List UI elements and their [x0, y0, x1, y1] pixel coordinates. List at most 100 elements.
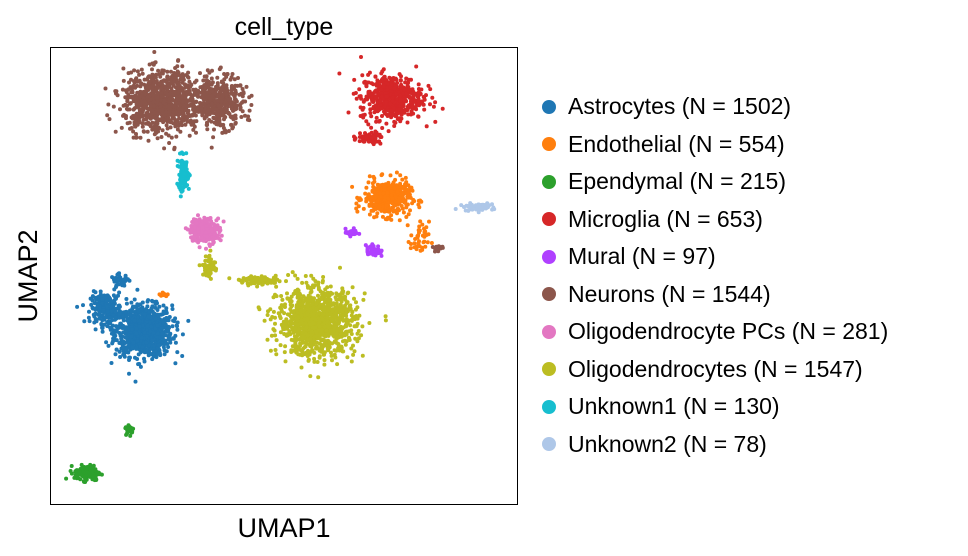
cell-point [212, 236, 217, 241]
cell-point [100, 318, 105, 323]
cell-point [397, 116, 402, 121]
cell-point [351, 343, 355, 348]
cell-point [184, 73, 189, 77]
cell-point [352, 324, 357, 329]
cell-point [176, 123, 181, 128]
cell-point [311, 285, 316, 290]
cell-point [167, 141, 172, 145]
cell-point [288, 307, 293, 312]
cell-point [116, 306, 121, 311]
cell-point [165, 292, 170, 297]
cell-point [191, 122, 196, 127]
cell-point [189, 82, 194, 87]
cell-point [364, 185, 369, 190]
cell-point [274, 284, 279, 289]
cell-point [124, 309, 128, 314]
cell-point [127, 371, 131, 376]
cell-point [395, 81, 400, 85]
cell-point [148, 103, 153, 108]
cell-point [358, 131, 362, 136]
cell-point [129, 115, 134, 120]
cell-point [416, 241, 421, 246]
cell-point [390, 201, 395, 206]
cell-point [423, 229, 428, 234]
cell-point [429, 241, 434, 245]
cell-point [321, 275, 326, 279]
cell-point [214, 218, 219, 223]
cell-point [134, 132, 138, 136]
cell-point [389, 193, 394, 197]
cell-point [236, 76, 240, 80]
cell-point [96, 294, 101, 299]
cell-point [369, 249, 374, 254]
cell-point [114, 347, 119, 352]
cell-point [327, 293, 332, 298]
cell-point [150, 338, 155, 343]
cell-point [367, 245, 372, 250]
cell-point [348, 303, 353, 308]
cell-point [348, 229, 353, 234]
cell-point [417, 224, 422, 229]
cell-point [108, 321, 113, 326]
cell-point [166, 83, 171, 87]
cell-point [235, 83, 240, 88]
cell-point [84, 473, 89, 477]
cell-point [175, 119, 180, 124]
cell-point [110, 341, 115, 346]
cell-point [404, 76, 409, 81]
cell-point [354, 300, 358, 305]
cell-point [397, 199, 401, 203]
cell-point [308, 374, 313, 379]
cell-point [408, 246, 413, 251]
cell-point [390, 196, 395, 201]
cell-point [346, 335, 351, 340]
cell-point [124, 335, 129, 340]
cell-point [86, 315, 91, 320]
cell-point [112, 333, 116, 338]
cell-point [416, 114, 421, 119]
cell-point [159, 81, 164, 86]
cell-point [389, 189, 394, 194]
cell-point [310, 348, 315, 352]
cell-point [421, 240, 426, 245]
cell-point [194, 130, 198, 135]
cell-point [416, 90, 421, 95]
cell-point [337, 71, 342, 76]
cell-point [315, 360, 320, 364]
cell-point [341, 289, 346, 294]
cell-point [204, 78, 209, 83]
cell-point [349, 313, 354, 318]
cell-point [191, 87, 196, 92]
cell-point [135, 287, 140, 292]
cell-point [420, 99, 425, 104]
cell-point [159, 94, 164, 99]
cell-point [333, 295, 338, 300]
cell-point [398, 93, 402, 98]
cell-point [384, 203, 389, 208]
cell-point [221, 219, 226, 224]
cell-point [138, 302, 143, 307]
cell-point [343, 230, 348, 235]
cell-point [197, 245, 202, 250]
cell-point [133, 379, 138, 384]
cell-point [189, 224, 194, 228]
cell-point [172, 116, 177, 121]
cell-point [360, 353, 365, 358]
cell-point [145, 112, 150, 116]
cell-point [113, 309, 118, 314]
cell-point [379, 87, 384, 92]
cell-point [375, 78, 380, 83]
cell-point [323, 287, 328, 292]
cell-point [93, 295, 98, 300]
cluster-6 [183, 213, 226, 251]
cell-point [397, 218, 402, 223]
cell-point [424, 225, 429, 230]
cell-point [139, 335, 144, 340]
cell-point [108, 296, 112, 301]
cell-point [423, 244, 428, 249]
cell-point [312, 341, 317, 346]
cell-point [282, 311, 287, 316]
cell-point [405, 104, 410, 109]
cell-point [378, 141, 383, 146]
cell-point [88, 462, 93, 467]
